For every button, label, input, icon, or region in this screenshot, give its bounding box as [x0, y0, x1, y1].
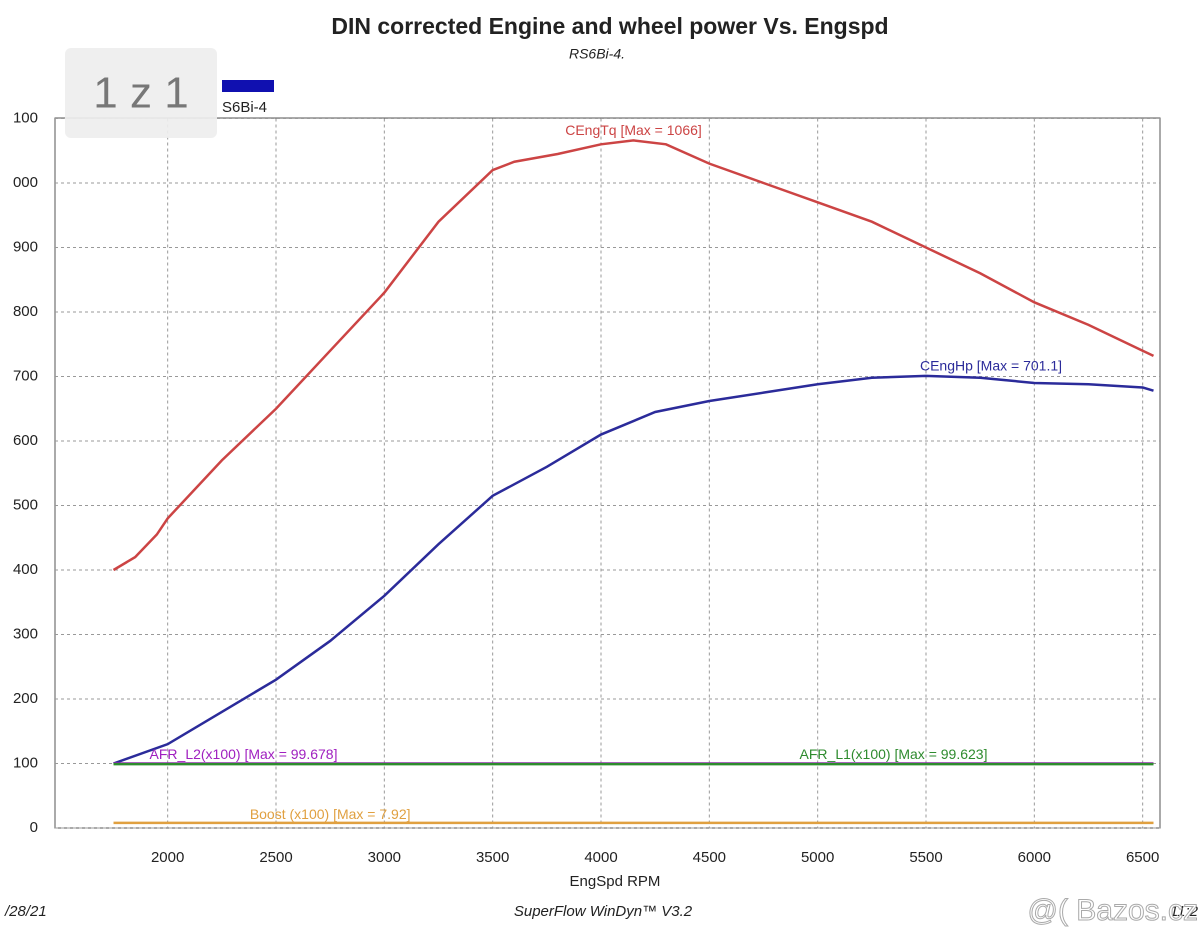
series-line: [113, 374, 1154, 765]
chart-subtitle: RS6Bi-4.: [569, 46, 625, 62]
x-tick-label: 3000: [368, 849, 401, 866]
badge-bg: [65, 48, 217, 138]
y-tick-label: 100: [13, 109, 38, 126]
x-tick-label: 6000: [1018, 849, 1051, 866]
x-axis-label: EngSpd RPM: [570, 873, 661, 890]
footer-time: 11:2: [1170, 903, 1199, 920]
x-tick-label: 2000: [151, 849, 184, 866]
y-tick-label: 000: [13, 174, 38, 191]
annotation: AFR_L1(x100) [Max = 99.623]: [800, 746, 988, 762]
x-tick-label: 5500: [909, 849, 942, 866]
y-tick-label: 200: [13, 690, 38, 707]
legend-label: S6Bi-4: [222, 99, 267, 116]
annotation: CEngHp [Max = 701.1]: [920, 358, 1062, 374]
x-tick-label: 6500: [1126, 849, 1159, 866]
x-tick-label: 2500: [259, 849, 292, 866]
annotation: AFR_L2(x100) [Max = 99.678]: [150, 746, 338, 762]
footer-software: SuperFlow WinDyn™ V3.2: [514, 903, 693, 920]
y-tick-label: 900: [13, 238, 38, 255]
annotation: CEngTq [Max = 1066]: [565, 122, 702, 138]
footer-date: /28/21: [4, 903, 47, 920]
x-tick-label: 5000: [801, 849, 834, 866]
y-tick-label: 300: [13, 625, 38, 642]
x-tick-label: 4000: [584, 849, 617, 866]
y-tick-label: 800: [13, 303, 38, 320]
series-line: [112, 139, 1155, 572]
legend-swatch: [222, 80, 274, 92]
badge: 1 z 1: [93, 69, 188, 118]
chart-title: DIN corrected Engine and wheel power Vs.…: [331, 13, 888, 39]
y-tick-label: 100: [13, 754, 38, 771]
y-tick-label: 500: [13, 496, 38, 513]
x-tick-label: 3500: [476, 849, 509, 866]
watermark: @( Bazos.cz: [1028, 894, 1199, 927]
y-tick-label: 0: [30, 819, 38, 836]
annotation: Boost (x100) [Max = 7.92]: [250, 806, 411, 822]
y-tick-label: 700: [13, 367, 38, 384]
plot-frame: [54, 117, 1161, 829]
y-tick-label: 400: [13, 561, 38, 578]
x-tick-label: 4500: [693, 849, 726, 866]
y-tick-label: 600: [13, 432, 38, 449]
